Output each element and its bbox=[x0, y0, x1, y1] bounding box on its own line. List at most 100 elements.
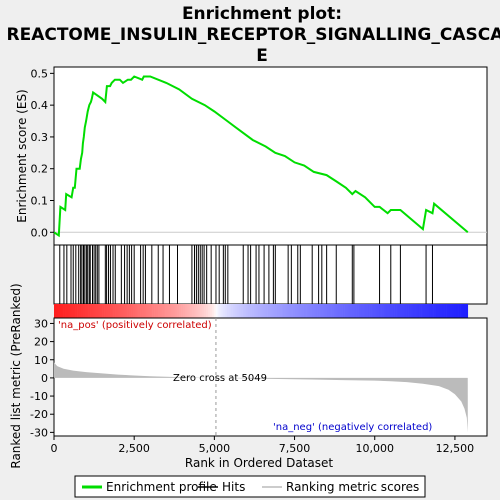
legend-label: Ranking metric scores bbox=[286, 480, 419, 494]
color-band-segment bbox=[87, 304, 89, 318]
color-band-segment bbox=[352, 304, 354, 318]
color-band-segment bbox=[158, 304, 160, 318]
color-band-segment bbox=[447, 304, 449, 318]
color-band-segment bbox=[258, 304, 260, 318]
color-band-segment bbox=[400, 304, 402, 318]
x-tick-label: 7,500 bbox=[279, 442, 311, 455]
color-band-segment bbox=[245, 304, 247, 318]
color-band-segment bbox=[360, 304, 362, 318]
color-band-segment bbox=[193, 304, 195, 318]
color-band-segment bbox=[135, 304, 137, 318]
color-band-segment bbox=[450, 304, 452, 318]
color-band-segment bbox=[194, 304, 196, 318]
color-band-segment bbox=[404, 304, 406, 318]
legend-label: Hits bbox=[222, 480, 245, 494]
metric-y-tick-label: 30 bbox=[34, 317, 48, 330]
color-band-segment bbox=[323, 304, 325, 318]
color-band-segment bbox=[81, 304, 83, 318]
es-y-tick-label: 0.0 bbox=[31, 226, 49, 239]
color-band-segment bbox=[125, 304, 127, 318]
color-band-segment bbox=[185, 304, 187, 318]
x-tick-label: 5,000 bbox=[199, 442, 231, 455]
color-band-segment bbox=[196, 304, 198, 318]
color-band-segment bbox=[379, 304, 381, 318]
color-band-segment bbox=[464, 304, 466, 318]
color-band-segment bbox=[377, 304, 379, 318]
color-band-segment bbox=[248, 304, 250, 318]
color-band-segment bbox=[456, 304, 458, 318]
color-band-segment bbox=[318, 304, 320, 318]
color-band-segment bbox=[293, 304, 295, 318]
color-band-segment bbox=[77, 304, 79, 318]
color-band-segment bbox=[466, 304, 468, 318]
pos-correlated-label: 'na_pos' (positively correlated) bbox=[58, 320, 212, 331]
color-band-segment bbox=[162, 304, 164, 318]
color-band-segment bbox=[325, 304, 327, 318]
color-band-segment bbox=[152, 304, 154, 318]
color-band-segment bbox=[143, 304, 145, 318]
color-band-segment bbox=[189, 304, 191, 318]
color-band-segment bbox=[264, 304, 266, 318]
color-band-segment bbox=[75, 304, 77, 318]
color-band-segment bbox=[164, 304, 166, 318]
chart-title-line2: REACTOME_INSULIN_RECEPTOR_SIGNALLING_CAS… bbox=[7, 25, 500, 45]
color-band-segment bbox=[291, 304, 293, 318]
color-band-segment bbox=[144, 304, 146, 318]
color-band-segment bbox=[372, 304, 374, 318]
color-band-segment bbox=[179, 304, 181, 318]
color-band-segment bbox=[275, 304, 277, 318]
color-band-segment bbox=[237, 304, 239, 318]
color-band-segment bbox=[225, 304, 227, 318]
color-band-segment bbox=[181, 304, 183, 318]
color-band-segment bbox=[114, 304, 116, 318]
color-band-segment bbox=[102, 304, 104, 318]
color-band-segment bbox=[389, 304, 391, 318]
color-band-segment bbox=[83, 304, 85, 318]
color-band-segment bbox=[310, 304, 312, 318]
color-band-segment bbox=[200, 304, 202, 318]
color-band-segment bbox=[397, 304, 399, 318]
color-band-segment bbox=[331, 304, 333, 318]
color-band-segment bbox=[250, 304, 252, 318]
color-band-segment bbox=[321, 304, 323, 318]
color-band-segment bbox=[104, 304, 106, 318]
color-band-segment bbox=[300, 304, 302, 318]
metric-y-tick-label: 20 bbox=[34, 336, 48, 349]
x-tick-label: 2,500 bbox=[118, 442, 150, 455]
color-band-segment bbox=[381, 304, 383, 318]
color-band-segment bbox=[94, 304, 96, 318]
color-band-segment bbox=[329, 304, 331, 318]
color-band-segment bbox=[175, 304, 177, 318]
color-band-segment bbox=[383, 304, 385, 318]
color-band-segment bbox=[173, 304, 175, 318]
color-band-segment bbox=[106, 304, 108, 318]
chart-title-line3: E bbox=[256, 46, 268, 66]
color-band-segment bbox=[233, 304, 235, 318]
color-band-segment bbox=[402, 304, 404, 318]
color-band-segment bbox=[204, 304, 206, 318]
color-band-segment bbox=[348, 304, 350, 318]
color-band-segment bbox=[452, 304, 454, 318]
color-band-segment bbox=[266, 304, 268, 318]
color-band-segment bbox=[246, 304, 248, 318]
zero-cross-label: Zero cross at 5049 bbox=[173, 373, 267, 384]
color-band-segment bbox=[387, 304, 389, 318]
color-band-segment bbox=[89, 304, 91, 318]
color-band-segment bbox=[92, 304, 94, 318]
color-band-segment bbox=[221, 304, 223, 318]
color-band-segment bbox=[116, 304, 118, 318]
color-band-segment bbox=[423, 304, 425, 318]
color-band-segment bbox=[341, 304, 343, 318]
color-band-segment bbox=[91, 304, 93, 318]
color-band-segment bbox=[96, 304, 98, 318]
color-band-segment bbox=[150, 304, 152, 318]
color-band-segment bbox=[216, 304, 218, 318]
color-band-segment bbox=[345, 304, 347, 318]
es-y-tick-label: 0.4 bbox=[31, 99, 49, 112]
color-band-segment bbox=[289, 304, 291, 318]
color-band-segment bbox=[218, 304, 220, 318]
color-band-segment bbox=[166, 304, 168, 318]
metric-y-axis-label: Ranked list metric (PreRanked) bbox=[9, 283, 23, 468]
color-band-segment bbox=[441, 304, 443, 318]
